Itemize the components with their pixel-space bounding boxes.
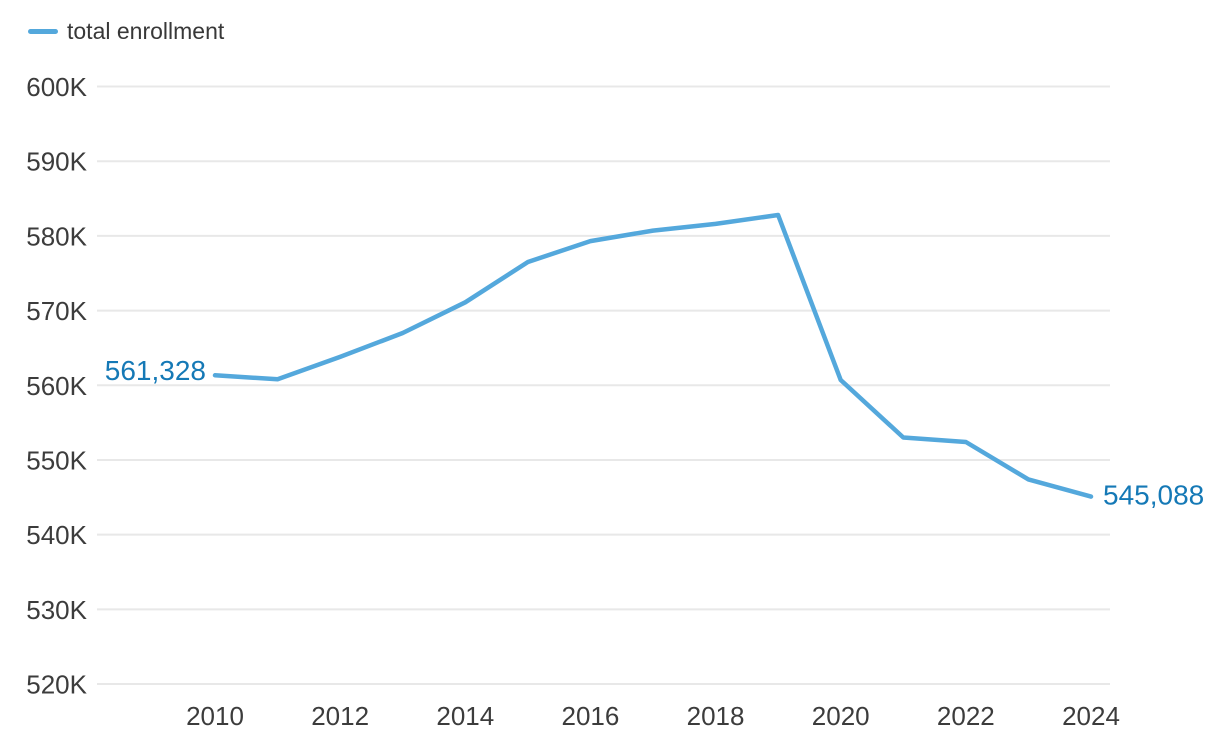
y-tick-label: 570K — [26, 296, 87, 326]
legend: total enrollment — [28, 18, 224, 44]
x-tick-label: 2016 — [562, 701, 620, 731]
point-label-first: 561,328 — [105, 355, 206, 386]
x-tick-label: 2018 — [687, 701, 745, 731]
y-tick-label: 530K — [26, 595, 87, 625]
y-tick-label: 580K — [26, 221, 87, 251]
y-tick-label: 560K — [26, 371, 87, 401]
x-tick-label: 2020 — [812, 701, 870, 731]
x-tick-label: 2022 — [937, 701, 995, 731]
x-tick-label: 2010 — [186, 701, 244, 731]
x-tick-label: 2012 — [311, 701, 369, 731]
y-tick-label: 600K — [26, 72, 87, 102]
y-tick-label: 590K — [26, 147, 87, 177]
x-tick-label: 2024 — [1062, 701, 1120, 731]
point-label-last: 545,088 — [1103, 480, 1204, 511]
y-tick-label: 550K — [26, 445, 87, 475]
legend-line-swatch — [28, 28, 58, 34]
x-tick-label: 2014 — [436, 701, 494, 731]
y-tick-label: 540K — [26, 520, 87, 550]
y-tick-label: 520K — [26, 670, 87, 700]
series-line-total-enrollment — [212, 212, 1094, 499]
legend-series-label: total enrollment — [67, 18, 225, 44]
